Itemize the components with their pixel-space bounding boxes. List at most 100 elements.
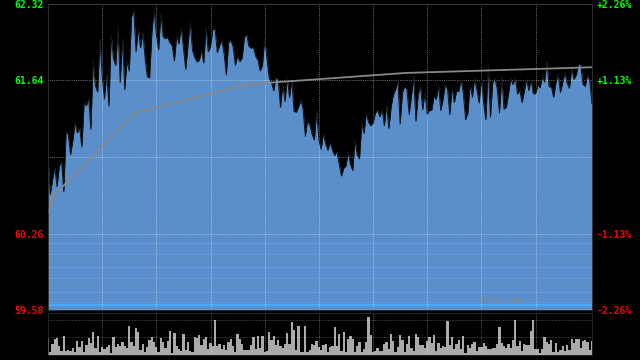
Bar xyxy=(376,348,379,355)
Bar xyxy=(316,341,317,355)
Bar xyxy=(394,352,397,355)
Bar xyxy=(74,352,76,355)
Bar xyxy=(255,349,257,355)
Bar xyxy=(582,341,584,355)
Bar xyxy=(492,348,494,355)
Bar xyxy=(462,336,465,355)
Bar xyxy=(383,343,385,355)
Bar xyxy=(561,346,564,355)
Bar xyxy=(196,338,198,355)
Bar xyxy=(88,338,90,355)
Bar xyxy=(555,343,557,355)
Bar xyxy=(209,343,212,355)
Bar xyxy=(160,338,162,355)
Bar xyxy=(351,339,354,355)
Bar xyxy=(323,345,324,355)
Bar xyxy=(327,352,329,355)
Bar xyxy=(212,346,214,355)
Bar xyxy=(372,352,374,355)
Bar xyxy=(248,350,250,355)
Bar xyxy=(324,343,327,355)
Bar xyxy=(469,348,471,355)
Bar xyxy=(54,339,56,355)
Bar xyxy=(525,345,527,355)
Bar xyxy=(128,326,131,355)
Bar xyxy=(548,344,550,355)
Bar xyxy=(437,343,440,355)
Bar xyxy=(336,346,338,355)
Bar xyxy=(392,341,394,355)
Bar xyxy=(539,352,541,355)
Bar xyxy=(72,348,74,355)
Bar xyxy=(410,348,413,355)
Bar xyxy=(329,347,332,355)
Bar xyxy=(198,335,200,355)
Bar xyxy=(543,337,546,355)
Bar xyxy=(451,337,453,355)
Bar xyxy=(101,347,103,355)
Text: sina.com: sina.com xyxy=(478,296,521,305)
Bar xyxy=(286,333,289,355)
Bar xyxy=(308,350,311,355)
Bar xyxy=(557,352,559,355)
Bar xyxy=(570,339,573,355)
Bar xyxy=(298,326,300,355)
Bar xyxy=(261,336,264,355)
Bar xyxy=(521,351,523,355)
Bar xyxy=(474,342,476,355)
Bar xyxy=(289,344,291,355)
Bar xyxy=(471,345,474,355)
Bar xyxy=(246,350,248,355)
Bar xyxy=(124,346,126,355)
Bar xyxy=(523,344,525,355)
Bar xyxy=(65,351,67,355)
Bar xyxy=(83,352,85,355)
Bar xyxy=(232,346,234,355)
Bar xyxy=(110,352,113,355)
Bar xyxy=(476,351,478,355)
Bar xyxy=(347,339,349,355)
Bar xyxy=(559,350,561,355)
Bar xyxy=(51,344,54,355)
Bar xyxy=(333,327,336,355)
Bar xyxy=(175,346,178,355)
Bar xyxy=(478,347,480,355)
Bar xyxy=(413,351,415,355)
Bar xyxy=(295,350,298,355)
Bar xyxy=(512,341,514,355)
Bar xyxy=(153,342,156,355)
Bar xyxy=(203,339,205,355)
Bar xyxy=(442,346,444,355)
Bar xyxy=(349,336,351,355)
Bar xyxy=(92,332,94,355)
Bar xyxy=(264,351,266,355)
Bar xyxy=(453,349,456,355)
Bar xyxy=(58,346,60,355)
Bar xyxy=(173,333,175,355)
Bar xyxy=(150,337,153,355)
Bar xyxy=(500,343,503,355)
Bar xyxy=(356,346,358,355)
Bar xyxy=(385,342,388,355)
Bar xyxy=(426,341,428,355)
Bar xyxy=(379,351,381,355)
Bar xyxy=(137,332,140,355)
Bar xyxy=(564,351,566,355)
Bar xyxy=(126,348,128,355)
Bar xyxy=(363,349,365,355)
Bar xyxy=(180,351,182,355)
Bar xyxy=(243,350,246,355)
Bar xyxy=(365,342,367,355)
Bar xyxy=(541,349,543,355)
Bar xyxy=(216,346,218,355)
Bar xyxy=(223,345,225,355)
Bar xyxy=(76,341,79,355)
Bar xyxy=(399,335,401,355)
Bar xyxy=(577,339,580,355)
Bar xyxy=(182,334,184,355)
Bar xyxy=(509,348,512,355)
Bar xyxy=(370,335,372,355)
Bar xyxy=(358,342,360,355)
Bar xyxy=(354,352,356,355)
Bar xyxy=(252,337,255,355)
